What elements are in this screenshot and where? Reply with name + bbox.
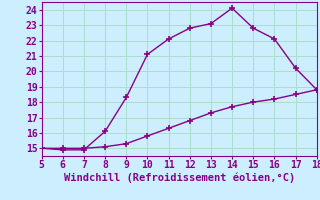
- X-axis label: Windchill (Refroidissement éolien,°C): Windchill (Refroidissement éolien,°C): [64, 173, 295, 183]
